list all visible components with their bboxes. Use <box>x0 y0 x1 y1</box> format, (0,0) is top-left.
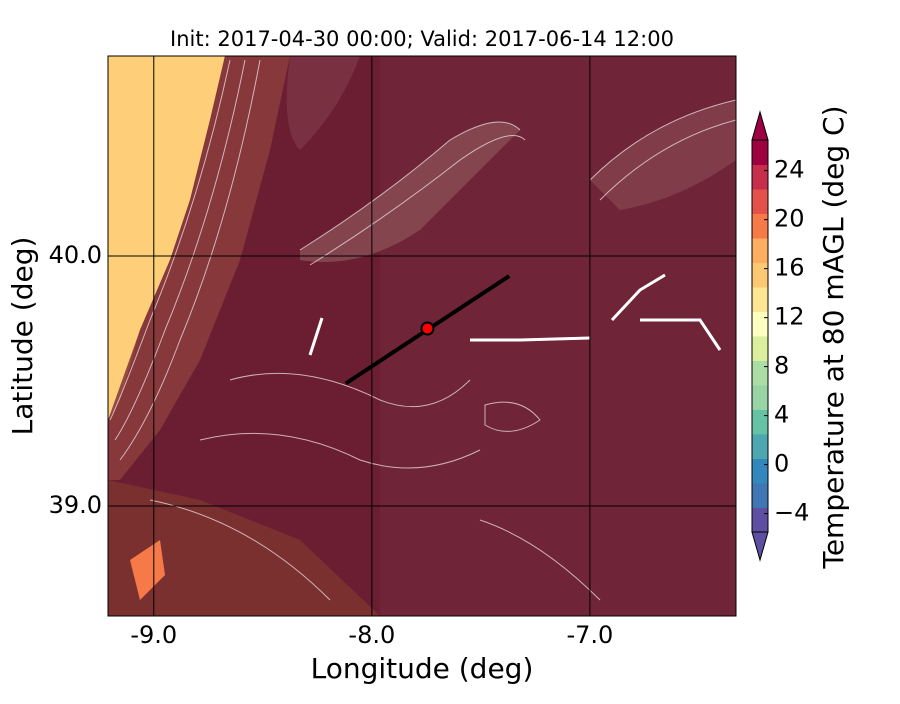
colorbar-segment <box>752 434 768 459</box>
colorbar-segment <box>752 507 768 533</box>
colorbar-tick-label: −4 <box>774 499 809 527</box>
x-tick-label: -8.0 <box>348 621 395 649</box>
colorbar-segment <box>752 458 768 484</box>
colorbar-segment <box>752 336 768 361</box>
colorbar-segment <box>752 262 768 288</box>
colorbar-segment <box>752 311 768 337</box>
x-tick-label: -9.0 <box>130 621 177 649</box>
colorbar-tick-label: 4 <box>774 401 789 429</box>
colorbar-segment <box>752 483 768 508</box>
colorbar-segment <box>752 238 768 263</box>
chart-title: Init: 2017-04-30 00:00; Valid: 2017-06-1… <box>170 27 674 51</box>
colorbar-segment <box>752 409 768 435</box>
colorbar-tick-label: 12 <box>774 303 805 331</box>
colorbar-segment <box>752 140 768 165</box>
colorbar-extend-top <box>751 110 769 141</box>
colorbar-segment <box>752 189 768 214</box>
y-tick-label: 39.0 <box>49 491 102 519</box>
colorbar-segment <box>752 360 768 386</box>
x-tick-label: -7.0 <box>566 621 613 649</box>
colorbar-segment <box>752 287 768 312</box>
x-axis-label: Longitude (deg) <box>311 652 534 685</box>
colorbar-segment <box>752 385 768 410</box>
colorbar-tick-label: 0 <box>774 450 789 478</box>
colorbar-tick-label: 24 <box>774 156 805 184</box>
colorbar-label: Temperature at 80 mAGL (deg C) <box>817 105 850 569</box>
colorbar-tick-label: 8 <box>774 352 789 380</box>
colorbar-segment <box>752 213 768 239</box>
colorbar-tick-label: 20 <box>774 205 805 233</box>
point-marker <box>420 321 435 336</box>
colorbar-tick-label: 16 <box>774 254 805 282</box>
plot-frame <box>107 55 737 617</box>
y-axis-label: Latitude (deg) <box>6 237 39 436</box>
colorbar-extend-bottom <box>751 531 769 562</box>
colorbar-segment <box>752 164 768 190</box>
colorbar-frame <box>751 139 769 533</box>
y-tick-label: 40.0 <box>49 241 102 269</box>
map-background <box>108 56 736 616</box>
